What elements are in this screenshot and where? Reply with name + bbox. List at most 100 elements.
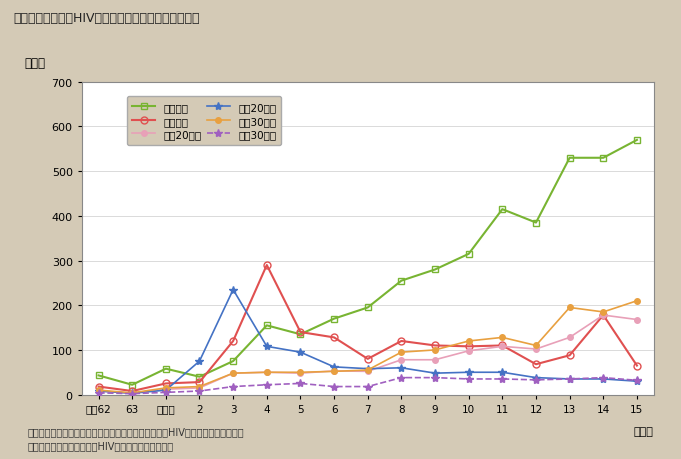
女性総数 [263, 263, 271, 268]
女性総数 [195, 380, 204, 385]
男性総数 [95, 373, 103, 378]
女性30歳代 [95, 390, 103, 396]
男性30歳代 [296, 369, 304, 375]
男性20歳代 [633, 317, 641, 323]
Text: （人）: （人） [25, 57, 46, 70]
女性総数 [464, 344, 473, 349]
男性30歳代 [565, 305, 573, 311]
女性総数 [498, 343, 507, 348]
女性30歳代 [263, 382, 271, 388]
男性20歳代 [599, 313, 607, 318]
女性総数 [633, 363, 641, 369]
男性20歳代 [128, 391, 136, 396]
Text: 第１－６－３図　HIV感染者の性別，年代別年次推移: 第１－６－３図 HIV感染者の性別，年代別年次推移 [14, 11, 200, 24]
女性30歳代 [599, 375, 607, 381]
男性総数 [195, 374, 204, 380]
女性30歳代 [296, 381, 304, 386]
男性総数 [128, 382, 136, 388]
男性20歳代 [532, 347, 540, 352]
男性総数 [162, 366, 170, 372]
女性総数 [162, 381, 170, 386]
男性20歳代 [364, 369, 372, 374]
女性30歳代 [498, 376, 507, 382]
男性20歳代 [229, 370, 237, 376]
男性30歳代 [263, 369, 271, 375]
女性30歳代 [330, 384, 338, 390]
男性20歳代 [195, 385, 204, 391]
男性30歳代 [128, 390, 136, 396]
男性20歳代 [263, 369, 271, 375]
男性30歳代 [195, 384, 204, 390]
女性20歳代 [263, 344, 271, 349]
男性30歳代 [431, 347, 439, 353]
女性30歳代 [195, 388, 204, 394]
女性20歳代 [162, 387, 170, 393]
女性総数 [95, 384, 103, 390]
Text: ２．各年の新規HIV感染者報告数である。: ２．各年の新規HIV感染者報告数である。 [27, 441, 174, 451]
男性30歳代 [162, 385, 170, 391]
男性総数 [633, 138, 641, 143]
男性30歳代 [229, 370, 237, 376]
男性30歳代 [633, 298, 641, 304]
男性総数 [565, 156, 573, 161]
男性20歳代 [565, 335, 573, 341]
女性20歳代 [128, 391, 136, 396]
女性総数 [128, 388, 136, 394]
女性30歳代 [397, 375, 405, 381]
男性30歳代 [599, 309, 607, 315]
男性30歳代 [95, 387, 103, 393]
男性30歳代 [498, 335, 507, 341]
Line: 女性30歳代: 女性30歳代 [95, 374, 641, 398]
Legend: 男性総数, 女性総数, 男性20歳代, 女性20歳代, 男性30歳代, 女性30歳代: 男性総数, 女性総数, 男性20歳代, 女性20歳代, 男性30歳代, 女性30… [127, 97, 281, 146]
男性総数 [364, 305, 372, 311]
男性総数 [464, 252, 473, 257]
女性30歳代 [532, 377, 540, 383]
女性総数 [330, 335, 338, 341]
男性20歳代 [464, 348, 473, 354]
女性総数 [431, 343, 439, 348]
男性30歳代 [532, 343, 540, 348]
男性20歳代 [498, 344, 507, 349]
女性20歳代 [229, 287, 237, 293]
女性20歳代 [397, 365, 405, 371]
男性総数 [532, 220, 540, 226]
男性総数 [431, 267, 439, 273]
女性20歳代 [464, 369, 473, 375]
女性20歳代 [95, 388, 103, 394]
男性総数 [397, 278, 405, 284]
女性総数 [532, 362, 540, 367]
女性20歳代 [599, 376, 607, 382]
男性総数 [229, 358, 237, 364]
女性30歳代 [128, 391, 136, 397]
Line: 女性20歳代: 女性20歳代 [95, 286, 641, 397]
男性総数 [498, 207, 507, 213]
男性20歳代 [397, 357, 405, 363]
女性20歳代 [195, 358, 204, 364]
女性20歳代 [633, 379, 641, 384]
男性20歳代 [296, 370, 304, 376]
女性30歳代 [229, 384, 237, 390]
男性30歳代 [464, 338, 473, 344]
女性30歳代 [431, 375, 439, 381]
女性30歳代 [162, 390, 170, 395]
男性20歳代 [95, 388, 103, 394]
女性総数 [229, 338, 237, 344]
女性30歳代 [565, 376, 573, 382]
男性総数 [263, 323, 271, 328]
女性20歳代 [565, 376, 573, 382]
女性30歳代 [633, 378, 641, 383]
男性20歳代 [431, 357, 439, 363]
男性30歳代 [364, 368, 372, 373]
女性20歳代 [431, 370, 439, 376]
女性20歳代 [364, 366, 372, 372]
男性30歳代 [330, 369, 338, 374]
女性総数 [599, 313, 607, 318]
女性30歳代 [464, 376, 473, 382]
女性20歳代 [330, 364, 338, 370]
女性総数 [296, 330, 304, 335]
男性20歳代 [162, 386, 170, 392]
男性30歳代 [397, 350, 405, 355]
Text: （年）: （年） [634, 426, 654, 436]
女性総数 [364, 356, 372, 362]
男性総数 [330, 316, 338, 322]
